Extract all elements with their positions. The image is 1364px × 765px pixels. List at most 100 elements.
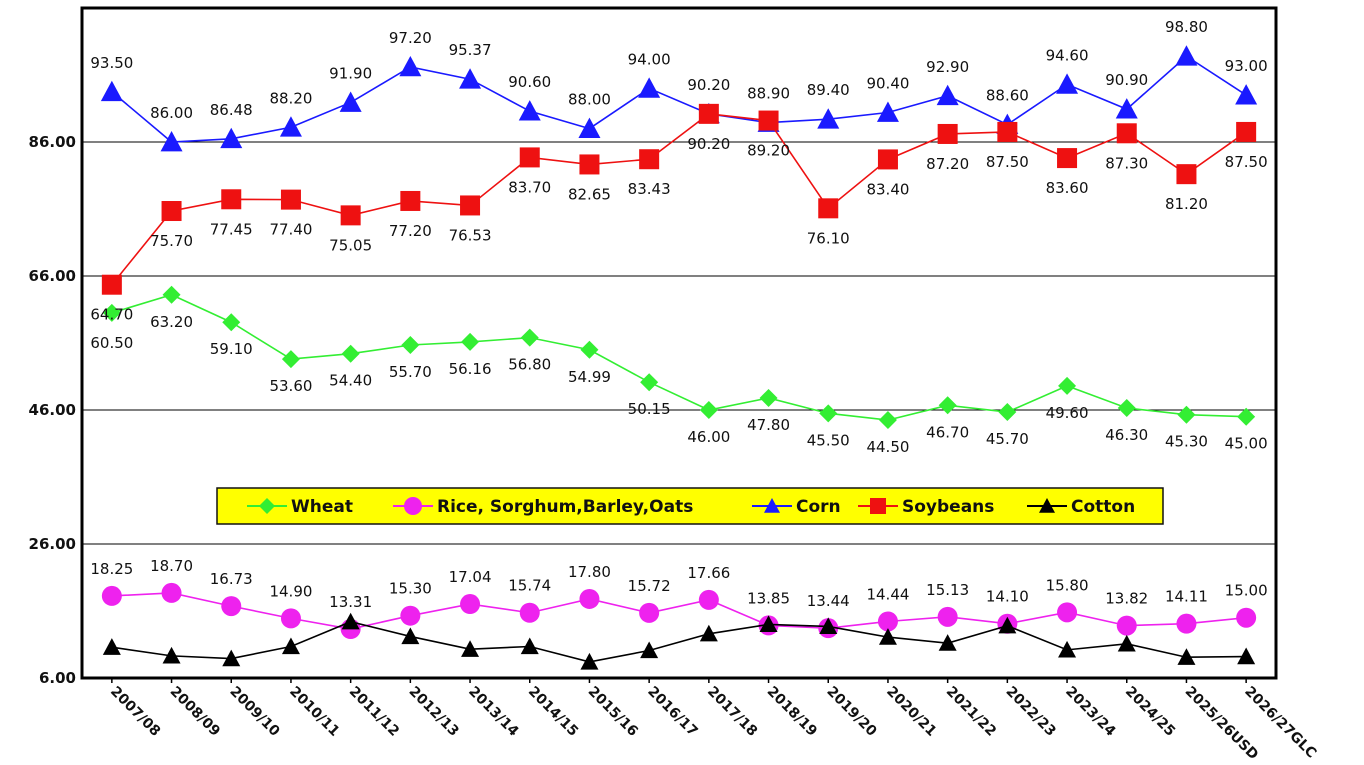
marker-soybeans xyxy=(818,198,839,219)
data-label-soybeans: 90.20 xyxy=(687,135,730,153)
data-label-rice-sorghum-barley-oats: 13.85 xyxy=(747,589,790,607)
legend-label-wheat: Wheat xyxy=(291,497,353,517)
data-label-soybeans: 76.10 xyxy=(807,229,850,247)
marker-wheat xyxy=(102,303,121,322)
marker-soybeans xyxy=(758,110,779,131)
marker-wheat xyxy=(281,350,300,369)
marker-rice-sorghum-barley-oats xyxy=(400,605,421,626)
marker-soybeans xyxy=(460,195,481,216)
data-label-rice-sorghum-barley-oats: 15.80 xyxy=(1046,576,1089,594)
marker-cotton xyxy=(162,646,181,664)
legend-marker-soybeans xyxy=(870,498,886,514)
marker-rice-sorghum-barley-oats xyxy=(639,602,660,623)
data-label-rice-sorghum-barley-oats: 18.25 xyxy=(90,560,133,578)
data-label-rice-sorghum-barley-oats: 14.10 xyxy=(986,588,1029,606)
marker-corn xyxy=(638,77,661,98)
data-label-wheat: 55.70 xyxy=(389,363,432,381)
data-label-wheat: 53.60 xyxy=(269,377,312,395)
data-label-wheat: 56.80 xyxy=(508,356,551,374)
data-label-soybeans: 64.70 xyxy=(90,306,133,324)
data-labels-group: 60.50 63.20 59.10 53.60 54.40 55.70 56.16 56.80… xyxy=(90,18,1267,611)
marker-rice-sorghum-barley-oats xyxy=(1057,602,1078,623)
marker-wheat xyxy=(520,328,539,347)
legend-label-cotton: Cotton xyxy=(1071,497,1135,517)
marker-corn xyxy=(1175,45,1198,66)
data-label-corn: 93.00 xyxy=(1225,57,1268,75)
data-label-soybeans: 83.60 xyxy=(1046,179,1089,197)
data-label-soybeans: 77.45 xyxy=(210,220,253,238)
marker-rice-sorghum-barley-oats xyxy=(579,588,600,609)
data-label-wheat: 54.99 xyxy=(568,368,611,386)
data-label-rice-sorghum-barley-oats: 17.66 xyxy=(687,564,730,582)
marker-corn xyxy=(1056,73,1079,94)
marker-cotton xyxy=(102,638,121,655)
data-label-soybeans: 75.05 xyxy=(329,236,372,254)
marker-soybeans xyxy=(1236,121,1257,142)
marker-cotton xyxy=(222,649,241,667)
data-label-wheat: 45.30 xyxy=(1165,433,1208,451)
data-label-soybeans: 87.20 xyxy=(926,155,969,173)
data-label-wheat: 56.16 xyxy=(449,360,492,378)
data-label-wheat: 45.70 xyxy=(986,430,1029,448)
marker-rice-sorghum-barley-oats xyxy=(101,585,122,606)
marker-wheat xyxy=(998,403,1017,422)
marker-wheat xyxy=(1058,376,1077,395)
marker-soybeans xyxy=(877,149,898,170)
data-label-rice-sorghum-barley-oats: 13.82 xyxy=(1105,590,1148,608)
marker-cotton xyxy=(341,612,360,630)
data-label-corn: 92.90 xyxy=(926,58,969,76)
y-tick-label: 6.00 xyxy=(39,669,76,687)
marker-wheat xyxy=(580,340,599,359)
marker-wheat xyxy=(640,373,659,392)
plot-frame xyxy=(80,6,1278,680)
data-label-corn: 86.00 xyxy=(150,104,193,122)
data-label-corn: 90.20 xyxy=(687,76,730,94)
data-label-soybeans: 87.50 xyxy=(1225,153,1268,171)
marker-rice-sorghum-barley-oats xyxy=(460,594,481,615)
data-label-rice-sorghum-barley-oats: 13.31 xyxy=(329,593,372,611)
data-label-corn: 94.00 xyxy=(628,50,671,68)
marker-cotton xyxy=(699,624,718,642)
marker-rice-sorghum-barley-oats xyxy=(519,602,540,623)
data-label-corn: 90.60 xyxy=(508,73,551,91)
data-label-wheat: 59.10 xyxy=(210,340,253,358)
marker-soybeans xyxy=(698,103,719,124)
marker-corn xyxy=(339,91,362,112)
marker-corn xyxy=(578,117,601,138)
data-label-rice-sorghum-barley-oats: 17.04 xyxy=(449,568,492,586)
legend-marker-wheat xyxy=(259,498,275,514)
marker-cotton xyxy=(998,616,1017,634)
marker-soybeans xyxy=(161,201,182,222)
marker-corn xyxy=(817,108,840,129)
series-line-wheat xyxy=(111,293,1247,421)
data-label-wheat: 47.80 xyxy=(747,416,790,434)
marker-soybeans xyxy=(579,154,600,175)
marker-wheat xyxy=(1177,405,1196,424)
data-label-wheat: 46.00 xyxy=(687,428,730,446)
legend-marker-rice-sorghum-barley-oats xyxy=(404,497,422,515)
marker-soybeans xyxy=(221,189,242,210)
marker-corn xyxy=(459,68,482,89)
data-label-corn: 86.48 xyxy=(210,101,253,119)
marker-cotton xyxy=(281,637,300,655)
marker-rice-sorghum-barley-oats xyxy=(698,589,719,610)
data-label-wheat: 50.15 xyxy=(628,400,671,418)
y-axis-ticks: 6.00 26.00 46.00 66.00 86.00 xyxy=(29,133,76,687)
data-label-corn: 93.50 xyxy=(90,54,133,72)
data-label-corn: 97.20 xyxy=(389,29,432,47)
data-label-corn: 88.20 xyxy=(269,89,312,107)
marker-wheat xyxy=(162,285,181,304)
data-label-soybeans: 83.40 xyxy=(866,180,909,198)
data-label-corn: 88.90 xyxy=(747,85,790,103)
marker-cotton xyxy=(1058,640,1077,658)
data-label-rice-sorghum-barley-oats: 16.73 xyxy=(210,570,253,588)
marker-cotton xyxy=(819,617,838,635)
marker-rice-sorghum-barley-oats xyxy=(937,606,958,627)
series-line-corn xyxy=(111,55,1247,143)
marker-wheat xyxy=(878,411,897,430)
marker-cotton xyxy=(640,641,659,659)
marker-wheat xyxy=(341,344,360,363)
marker-corn xyxy=(518,100,541,121)
data-label-wheat: 44.50 xyxy=(866,438,909,456)
marker-rice-sorghum-barley-oats xyxy=(280,608,301,629)
